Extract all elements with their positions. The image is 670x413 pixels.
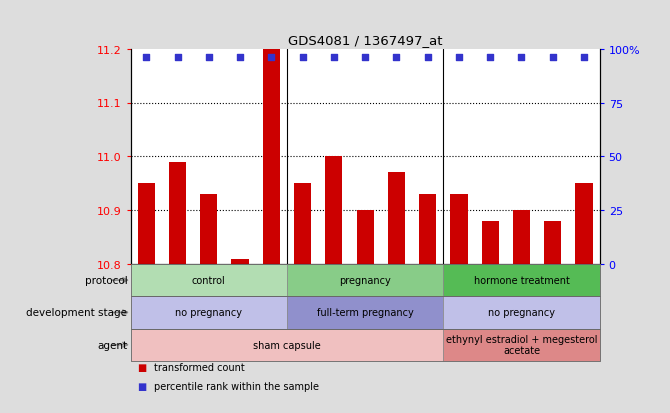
Bar <box>482 221 498 264</box>
Text: ■: ■ <box>137 362 147 372</box>
Point <box>172 54 183 61</box>
Bar <box>294 184 311 264</box>
Text: ethynyl estradiol + megesterol
acetate: ethynyl estradiol + megesterol acetate <box>446 334 597 356</box>
Bar <box>419 195 436 264</box>
Text: full-term pregnancy: full-term pregnancy <box>317 308 413 318</box>
Bar <box>325 157 342 264</box>
Text: sham capsule: sham capsule <box>253 340 321 350</box>
Bar <box>232 259 249 264</box>
Point <box>485 54 496 61</box>
Text: protocol: protocol <box>84 275 127 285</box>
Point <box>234 54 245 61</box>
Bar <box>138 184 155 264</box>
Bar <box>356 211 374 264</box>
Text: control: control <box>192 275 226 285</box>
Bar <box>169 162 186 264</box>
Bar <box>200 195 217 264</box>
Point <box>547 54 558 61</box>
Text: transformed count: transformed count <box>154 362 245 372</box>
Title: GDS4081 / 1367497_at: GDS4081 / 1367497_at <box>288 34 442 47</box>
Point <box>141 54 151 61</box>
Point <box>579 54 590 61</box>
Bar <box>576 184 593 264</box>
Bar <box>544 221 561 264</box>
Point <box>266 54 277 61</box>
Point <box>516 54 527 61</box>
Text: pregnancy: pregnancy <box>339 275 391 285</box>
Bar <box>263 50 280 264</box>
Text: percentile rank within the sample: percentile rank within the sample <box>154 381 319 391</box>
Point <box>328 54 339 61</box>
Text: agent: agent <box>97 340 127 350</box>
Point <box>422 54 433 61</box>
Point <box>454 54 464 61</box>
Point <box>391 54 402 61</box>
Point <box>297 54 308 61</box>
Point <box>204 54 214 61</box>
Bar <box>513 211 530 264</box>
Text: no pregnancy: no pregnancy <box>176 308 243 318</box>
Text: ■: ■ <box>137 381 147 391</box>
Point <box>360 54 371 61</box>
Bar <box>450 195 468 264</box>
Bar <box>388 173 405 264</box>
Text: development stage: development stage <box>26 308 127 318</box>
Text: hormone treatment: hormone treatment <box>474 275 570 285</box>
Text: no pregnancy: no pregnancy <box>488 308 555 318</box>
